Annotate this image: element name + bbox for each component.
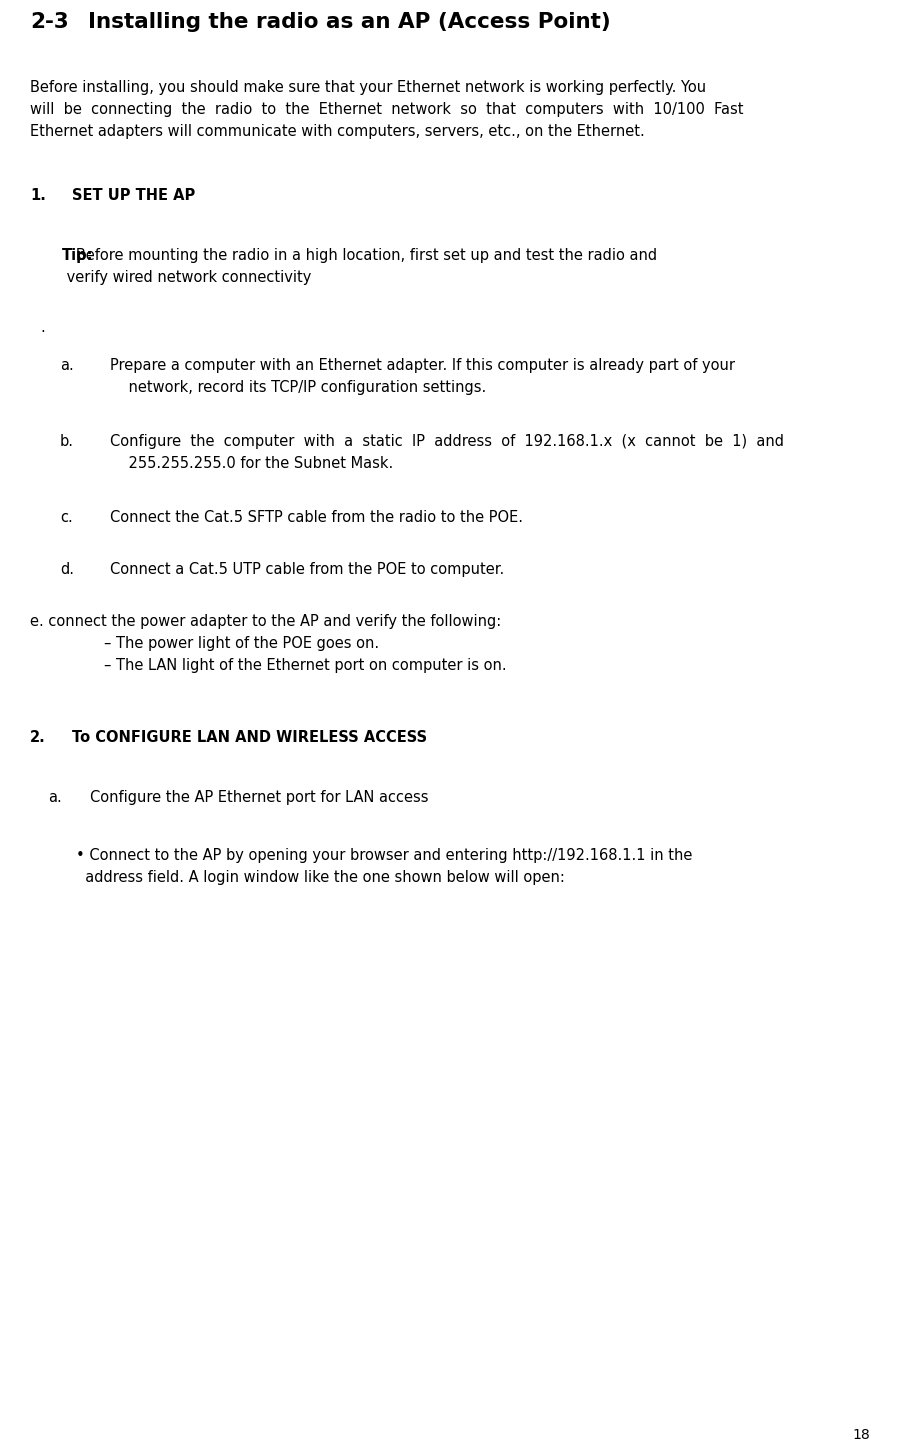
Text: Before installing, you should make sure that your Ethernet network is working pe: Before installing, you should make sure … [30,79,706,95]
Text: d.: d. [60,562,74,578]
Text: 18: 18 [852,1428,870,1443]
Text: 1.: 1. [30,188,46,204]
Text: To CONFIGURE LAN AND WIRELESS ACCESS: To CONFIGURE LAN AND WIRELESS ACCESS [72,731,427,745]
Text: 2.: 2. [30,731,46,745]
Text: Before mounting the radio in a high location, first set up and test the radio an: Before mounting the radio in a high loca… [62,248,657,263]
Text: a.: a. [60,358,74,373]
Text: network, record its TCP/IP configuration settings.: network, record its TCP/IP configuration… [110,380,486,396]
Text: – The LAN light of the Ethernet port on computer is on.: – The LAN light of the Ethernet port on … [104,658,507,673]
Text: – The power light of the POE goes on.: – The power light of the POE goes on. [104,635,379,651]
Text: verify wired network connectivity: verify wired network connectivity [62,270,311,284]
Text: e. connect the power adapter to the AP and verify the following:: e. connect the power adapter to the AP a… [30,614,501,630]
Text: Installing the radio as an AP (Access Point): Installing the radio as an AP (Access Po… [58,12,611,32]
Text: c.: c. [60,510,73,526]
Text: Connect a Cat.5 UTP cable from the POE to computer.: Connect a Cat.5 UTP cable from the POE t… [110,562,504,578]
Text: Configure the AP Ethernet port for LAN access: Configure the AP Ethernet port for LAN a… [90,790,428,804]
Text: .: . [40,321,45,335]
Text: b.: b. [60,435,74,449]
Text: Tip:: Tip: [62,248,94,263]
Text: Configure  the  computer  with  a  static  IP  address  of  192.168.1.x  (x  can: Configure the computer with a static IP … [110,435,784,449]
Text: • Connect to the AP by opening your browser and entering http://192.168.1.1 in t: • Connect to the AP by opening your brow… [76,848,692,864]
Text: 255.255.255.0 for the Subnet Mask.: 255.255.255.0 for the Subnet Mask. [110,456,393,471]
Text: SET UP THE AP: SET UP THE AP [72,188,195,204]
Text: 2-3: 2-3 [30,12,68,32]
Text: Connect the Cat.5 SFTP cable from the radio to the POE.: Connect the Cat.5 SFTP cable from the ra… [110,510,523,526]
Text: a.: a. [48,790,62,804]
Text: will  be  connecting  the  radio  to  the  Ethernet  network  so  that  computer: will be connecting the radio to the Ethe… [30,103,743,117]
Text: address field. A login window like the one shown below will open:: address field. A login window like the o… [76,869,565,885]
Text: Ethernet adapters will communicate with computers, servers, etc., on the Etherne: Ethernet adapters will communicate with … [30,124,644,139]
Text: Prepare a computer with an Ethernet adapter. If this computer is already part of: Prepare a computer with an Ethernet adap… [110,358,735,373]
